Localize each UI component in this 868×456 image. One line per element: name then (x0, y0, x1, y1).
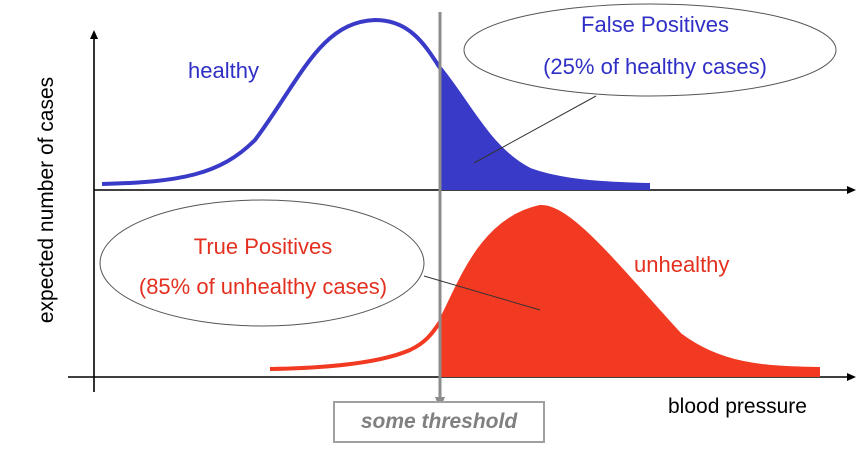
healthy-label: healthy (188, 58, 259, 83)
true-positive-area (440, 206, 820, 377)
true-positives-pointer (423, 275, 541, 311)
x-axis-label: blood pressure (668, 395, 807, 418)
false-positives-pointer (473, 95, 597, 164)
healthy-curve (101, 17, 651, 187)
false-positives-detail: (25% of healthy cases) (543, 54, 767, 79)
threshold-label-box: some threshold (333, 401, 545, 443)
true-positives-title: True Positives (193, 234, 333, 259)
unhealthy-label: unhealthy (634, 252, 730, 277)
false-positive-area (440, 68, 650, 190)
false-positives-callout-ellipse (463, 3, 837, 97)
y-axis-label: expected number of cases (35, 76, 58, 324)
true-positives-callout-ellipse (99, 199, 425, 327)
true-positives-detail: (85% of unhealthy cases) (138, 274, 388, 299)
false-positives-title: False Positives (581, 12, 729, 37)
unhealthy-curve (269, 204, 821, 371)
threshold-label: some threshold (360, 410, 518, 433)
